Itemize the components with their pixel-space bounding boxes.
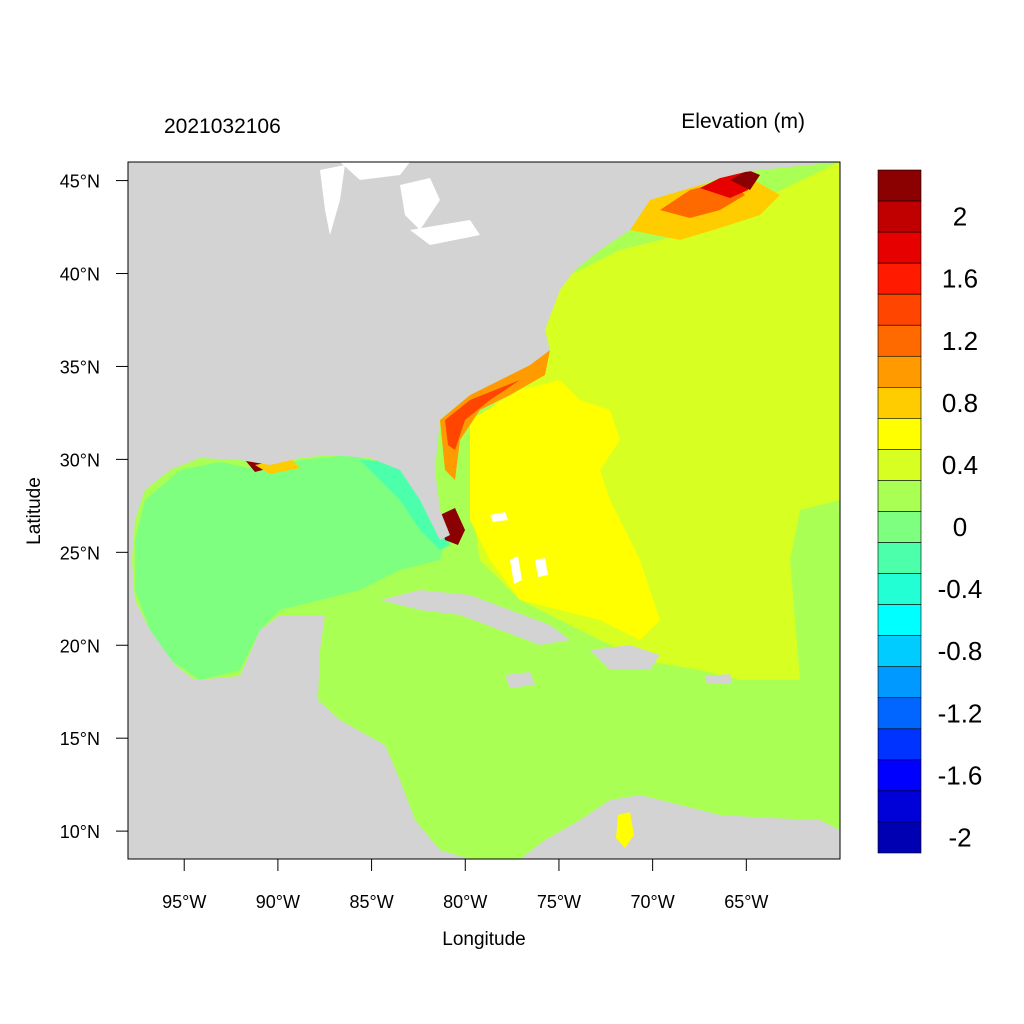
bay-of-fundy-elevation-2.2 bbox=[730, 170, 760, 190]
x-tick-label: 90°W bbox=[256, 892, 300, 912]
hispaniola-land bbox=[590, 645, 660, 670]
colorbar-label: 0.8 bbox=[942, 388, 978, 418]
colorbar-swatch bbox=[877, 666, 922, 699]
colorbar-swatch bbox=[877, 604, 922, 636]
jamaica-land bbox=[505, 672, 535, 688]
colorbar-swatch bbox=[877, 821, 922, 854]
colorbar-label: -2 bbox=[948, 822, 971, 852]
y-tick-label: 30°N bbox=[60, 450, 100, 470]
colorbar-label: 1.2 bbox=[942, 326, 978, 356]
colorbar-swatch bbox=[877, 169, 922, 202]
colorbar-label: 2 bbox=[953, 202, 967, 232]
x-tick-label: 65°W bbox=[724, 892, 768, 912]
colorbar-label: -1.6 bbox=[938, 760, 983, 790]
colorbar-label: -1.2 bbox=[938, 698, 983, 728]
elevation-colorbar: 2 1.6 1.2 0.8 0.4 0 -0.4 -0.8 -1.2 -1.6 -2 bbox=[877, 169, 983, 854]
colorbar-swatch bbox=[877, 449, 922, 481]
bahamas-islands bbox=[490, 512, 548, 584]
gulf-of-mexico-elevation-0 bbox=[135, 455, 445, 680]
florida-west-coast-elevation-minus0.2 bbox=[360, 460, 450, 550]
colorbar-swatch bbox=[877, 387, 922, 419]
colorbar-swatch bbox=[877, 728, 922, 761]
north-america-land bbox=[128, 162, 840, 859]
louisiana-coast-elevation-0.8 bbox=[255, 458, 300, 474]
colorbar-swatch bbox=[877, 759, 922, 792]
colorbar-swatch bbox=[877, 418, 922, 450]
y-tick-label: 15°N bbox=[60, 729, 100, 749]
colorbar-label: 0.4 bbox=[942, 450, 978, 480]
elevation-units-label: Elevation (m) bbox=[681, 110, 805, 133]
colorbar-label: 0 bbox=[953, 512, 967, 542]
puerto-rico-land bbox=[705, 674, 732, 684]
colorbar-swatch bbox=[877, 480, 922, 512]
x-tick-label: 95°W bbox=[162, 892, 206, 912]
x-tick-label: 70°W bbox=[631, 892, 675, 912]
colorbar-swatch bbox=[877, 293, 922, 326]
colorbar-swatch bbox=[877, 573, 922, 605]
southeast-coast-elevation-1.0 bbox=[440, 350, 550, 480]
y-tick-label: 10°N bbox=[60, 822, 100, 842]
south-america-land bbox=[520, 795, 840, 859]
latitude-axis: 45°N 40°N 35°N 30°N 25°N 20°N 15°N 10°N bbox=[60, 172, 128, 842]
lake-maracaibo bbox=[616, 812, 634, 848]
longitude-axis: 95°W 90°W 85°W 80°W 75°W 70°W 65°W bbox=[162, 859, 768, 912]
colorbar-swatch bbox=[877, 324, 922, 357]
cuba-land bbox=[380, 590, 570, 645]
y-tick-label: 40°N bbox=[60, 265, 100, 285]
colorbar-swatch bbox=[877, 790, 922, 823]
colorbar-swatch bbox=[877, 635, 922, 668]
colorbar-label: -0.4 bbox=[938, 574, 983, 604]
x-tick-label: 75°W bbox=[537, 892, 581, 912]
forecast-time-label: 2021032106 bbox=[164, 115, 281, 138]
plot-frame bbox=[127, 161, 841, 860]
x-tick-label: 80°W bbox=[443, 892, 487, 912]
colorbar-label: 1.6 bbox=[942, 264, 978, 294]
colorbar-swatch bbox=[877, 511, 922, 543]
colorbar-swatch bbox=[877, 355, 922, 388]
colorbar-swatch bbox=[877, 231, 922, 264]
map-plot-area bbox=[128, 162, 840, 859]
colorbar-swatch bbox=[877, 200, 922, 233]
colorbar-swatch bbox=[877, 542, 922, 574]
x-tick-label: 85°W bbox=[349, 892, 393, 912]
colorbar-swatch bbox=[877, 697, 922, 730]
colorbar-label: -0.8 bbox=[938, 636, 983, 666]
colorbar-swatch bbox=[877, 262, 922, 295]
y-tick-label: 45°N bbox=[60, 172, 100, 192]
great-lakes bbox=[320, 162, 480, 245]
y-axis-title: Latitude bbox=[24, 477, 45, 545]
y-tick-label: 35°N bbox=[60, 357, 100, 377]
x-axis-title: Longitude bbox=[442, 929, 525, 950]
y-tick-label: 20°N bbox=[60, 636, 100, 656]
caribbean-elevation-0.2 bbox=[310, 590, 840, 859]
southeast-coast-elevation-1.4 bbox=[445, 380, 520, 450]
y-tick-label: 25°N bbox=[60, 543, 100, 563]
